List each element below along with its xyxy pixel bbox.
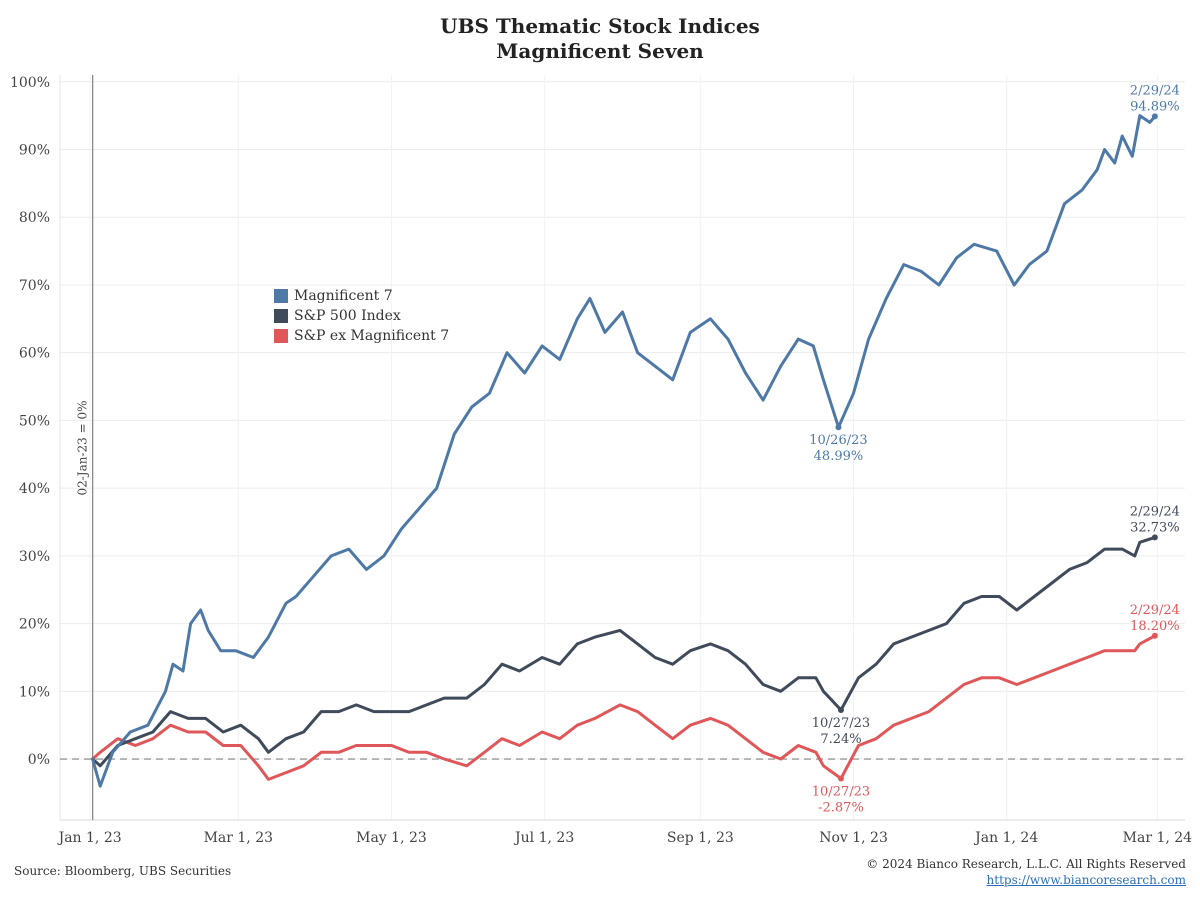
x-tick-label: Sep 1, 23 <box>667 830 734 846</box>
chart-title: UBS Thematic Stock Indices <box>440 14 760 38</box>
annotation-dot-spex <box>837 775 844 782</box>
series-line-sp500 <box>91 535 1157 768</box>
annotation-value-sp500: 7.24% <box>820 732 861 747</box>
annotation-dot-sp500 <box>1151 534 1158 541</box>
annotation-date-sp500: 2/29/24 <box>1130 504 1180 519</box>
source-note: Source: Bloomberg, UBS Securities <box>14 864 232 878</box>
x-tick-label: Nov 1, 23 <box>819 830 888 846</box>
y-tick-label: 10% <box>19 684 50 700</box>
annotation-value-mag7: 94.89% <box>1130 99 1180 114</box>
x-tick-label: Mar 1, 24 <box>1123 830 1193 846</box>
x-tick-label: Jan 1, 23 <box>57 830 122 846</box>
y-tick-label: 50% <box>19 413 50 429</box>
annotation-value-spex: -2.87% <box>818 800 864 815</box>
chart-subtitle: Magnificent Seven <box>496 39 704 63</box>
legend-label-sp500: S&P 500 Index <box>294 308 401 324</box>
legend-item-sp500[interactable]: S&P 500 Index <box>274 306 449 326</box>
y-tick-label: 70% <box>19 278 50 294</box>
annotation-value-sp500: 32.73% <box>1130 520 1180 535</box>
annotation-value-mag7: 48.99% <box>814 449 864 464</box>
annotation-dot-mag7 <box>1151 113 1158 120</box>
x-tick-label: Mar 1, 23 <box>204 830 273 846</box>
copyright-block: © 2024 Bianco Research, L.L.C. All Right… <box>866 856 1186 888</box>
legend-label-mag7: Magnificent 7 <box>294 288 393 304</box>
chart-title-block: UBS Thematic Stock Indices Magnificent S… <box>0 14 1200 64</box>
y-tick-label: 40% <box>19 481 50 497</box>
legend-swatch-mag7 <box>274 289 288 303</box>
baseline-date-label: 02-Jan-23 = 0% <box>76 400 90 495</box>
y-tick-label: 100% <box>10 75 50 91</box>
y-tick-label: 0% <box>28 752 50 768</box>
y-tick-label: 80% <box>19 210 50 226</box>
legend-swatch-spex <box>274 329 288 343</box>
annotation-date-sp500: 10/27/23 <box>812 716 870 731</box>
legend-label-spex: S&P ex Magnificent 7 <box>294 328 450 344</box>
annotation-date-spex: 2/29/24 <box>1130 603 1180 618</box>
y-tick-label: 90% <box>19 143 50 159</box>
series-line-mag7 <box>91 114 1157 788</box>
legend: Magnificent 7 S&P 500 Index S&P ex Magni… <box>274 286 449 346</box>
x-tick-label: May 1, 23 <box>356 830 427 846</box>
annotation-dot-sp500 <box>837 707 844 714</box>
y-tick-label: 20% <box>19 617 50 633</box>
annotation-dot-spex <box>1151 632 1158 639</box>
y-tick-label: 30% <box>19 549 50 565</box>
x-tick-label: Jan 1, 24 <box>973 830 1038 846</box>
annotation-date-mag7: 10/26/23 <box>809 433 867 448</box>
series-line-spex <box>91 634 1157 781</box>
legend-swatch-sp500 <box>274 309 288 323</box>
legend-item-mag7[interactable]: Magnificent 7 <box>274 286 449 306</box>
annotation-date-mag7: 2/29/24 <box>1130 83 1180 98</box>
copyright-text: © 2024 Bianco Research, L.L.C. All Right… <box>866 857 1186 871</box>
y-tick-label: 60% <box>19 346 50 362</box>
x-tick-label: Jul 1, 23 <box>513 830 574 846</box>
annotation-date-spex: 10/27/23 <box>812 784 870 799</box>
website-link[interactable]: https://www.biancoresearch.com <box>986 873 1186 887</box>
annotation-dot-mag7 <box>835 424 842 431</box>
legend-item-spex[interactable]: S&P ex Magnificent 7 <box>274 326 449 346</box>
annotation-value-spex: 18.20% <box>1130 619 1180 634</box>
